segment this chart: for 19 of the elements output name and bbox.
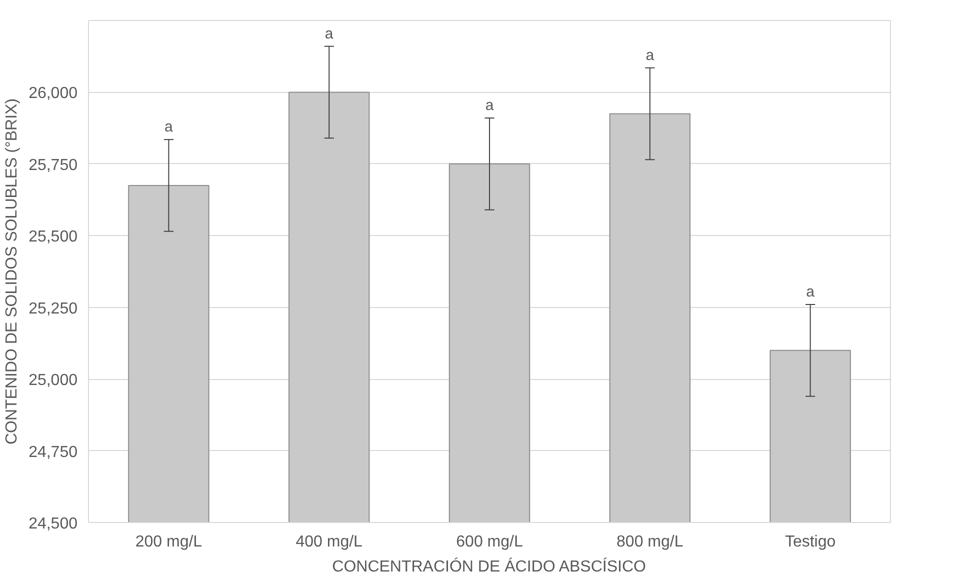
annotation: a	[806, 283, 816, 300]
x-tick-label: 400 mg/L	[296, 534, 363, 550]
y-tick-label: 24,750	[28, 444, 78, 461]
x-tick-label: 200 mg/L	[135, 534, 202, 550]
x-tick-label: 800 mg/L	[616, 534, 684, 550]
x-tick-label: 600 mg/L	[456, 534, 523, 550]
x-axis-title: CONCENTRACIÓN DE ÁCIDO ABSCÍSICO	[332, 558, 646, 576]
annotation: a	[485, 97, 494, 114]
y-axis-title: CONTENIDO DE SOLIDOS SOLUBLES (°BRIX)	[4, 98, 21, 445]
annotation: a	[324, 25, 334, 42]
y-tick-label: 26,000	[28, 85, 78, 102]
annotation: a	[646, 46, 655, 64]
x-tick-label: Testigo	[784, 534, 836, 550]
y-tick-label: 25,000	[28, 372, 78, 390]
y-tick-label: 25,250	[28, 300, 78, 318]
y-tick-label: 25,750	[28, 156, 78, 174]
y-tick-label: 24,500	[28, 516, 78, 532]
annotation: a	[164, 118, 174, 136]
y-tick-label: 25,500	[28, 228, 78, 246]
